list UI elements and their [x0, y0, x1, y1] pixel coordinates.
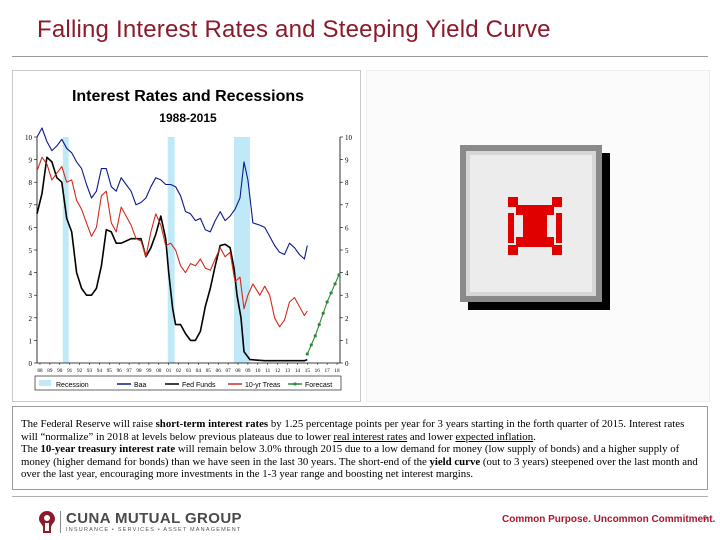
- y-tick-label-right: 8: [345, 179, 349, 187]
- x-tick-label: 13: [285, 368, 291, 374]
- forecast-point: [309, 343, 313, 347]
- chart-frame: Interest Rates and Recessions 1988-2015 …: [12, 70, 361, 402]
- legend-swatch-recession: [39, 380, 51, 386]
- x-tick-label: 92: [77, 368, 83, 374]
- y-tick-label-right: 4: [345, 270, 349, 278]
- series-line-10-yr-treas: [36, 156, 308, 328]
- legend-label: Recession: [56, 382, 89, 389]
- page-number: 6: [703, 515, 707, 522]
- x-tick-label: 14: [295, 368, 301, 374]
- commentary-paragraph-2: The 10-year treasury interest rate will …: [21, 443, 698, 481]
- y-tick-label: 5: [29, 247, 33, 255]
- x-tick-label: 16: [315, 368, 321, 374]
- x-tick-label: 09: [245, 368, 251, 374]
- forecast-point: [333, 282, 337, 286]
- y-tick-label-right: 5: [345, 247, 349, 255]
- y-tick-label-right: 7: [345, 202, 349, 210]
- y-tick-label: 4: [29, 270, 33, 278]
- x-tick-label: 95: [107, 368, 113, 374]
- logo-divider: [60, 511, 61, 533]
- series-line-fed-funds: [36, 156, 308, 362]
- y-tick-label-right: 9: [345, 157, 349, 165]
- y-tick-label: 6: [29, 224, 33, 232]
- commentary-paragraph-1: The Federal Reserve will raise short-ter…: [21, 418, 685, 443]
- x-tick-label: 15: [305, 368, 311, 374]
- legend-forecast-marker: [293, 382, 297, 386]
- y-tick-label-right: 10: [345, 134, 353, 142]
- y-tick-label: 10: [25, 134, 33, 142]
- x-tick-label: 99: [146, 368, 152, 374]
- forecast-point: [305, 352, 309, 356]
- recession-band: [167, 137, 175, 363]
- recession-band: [62, 137, 69, 363]
- forecast-point: [329, 291, 333, 295]
- y-tick-label-right: 3: [345, 292, 349, 300]
- x-tick-label: 11: [265, 368, 270, 374]
- company-subtitle: INSURANCE • SERVICES • ASSET MANAGEMENT: [66, 527, 242, 533]
- recession-bands: [62, 137, 250, 363]
- x-tick-label: 03: [186, 368, 192, 374]
- x-tick-label: 18: [334, 368, 340, 374]
- y-tick-label: 0: [29, 360, 33, 368]
- x-tick-label: 04: [196, 368, 202, 374]
- x-tick-label: 96: [117, 368, 123, 374]
- x-tick-label: 08: [235, 368, 241, 374]
- y-tick-label: 7: [29, 202, 33, 210]
- slide-title: Falling Interest Rates and Steeping Yiel…: [37, 16, 551, 43]
- y-tick-label-right: 2: [345, 315, 349, 323]
- legend-label: Forecast: [305, 382, 332, 389]
- x-tick-label: 89: [47, 368, 53, 374]
- x-tick-label: 12: [275, 368, 281, 374]
- forecast-point: [313, 334, 317, 338]
- chart-subtitle: 1988-2015: [159, 111, 217, 125]
- company-logo: CUNA MUTUAL GROUP INSURANCE • SERVICES •…: [36, 510, 266, 536]
- forecast-point: [317, 322, 321, 327]
- forecast-point: [321, 311, 325, 315]
- x-tick-label: 94: [97, 368, 103, 374]
- company-name: CUNA MUTUAL GROUP: [66, 510, 242, 527]
- logo-emblem-icon: [39, 511, 55, 533]
- chart-legend: Recession Baa Fed Funds 10-yr Treas Forecast: [34, 375, 342, 391]
- x-tick-label: 00: [156, 368, 162, 374]
- x-tick-label: 97: [126, 368, 132, 374]
- company-tagline: Common Purpose. Uncommon Commitment.: [502, 514, 716, 525]
- forecast-point: [325, 300, 329, 304]
- x-tick-label: 90: [57, 368, 63, 374]
- recession-band: [234, 137, 250, 363]
- y-tick-label: 1: [29, 337, 33, 345]
- chart-title: Interest Rates and Recessions: [72, 88, 304, 105]
- x-tick-label: 88: [37, 368, 43, 374]
- x-tick-label: 91: [67, 368, 73, 374]
- footer-divider: [12, 496, 708, 497]
- x-tick-label: 01: [166, 368, 172, 374]
- y-tick-label: 9: [29, 157, 33, 165]
- legend-label: 10-yr Treas: [245, 382, 281, 389]
- x-tick-label: 93: [87, 368, 93, 374]
- x-tick-label: 02: [176, 368, 182, 374]
- chart-series: [36, 127, 341, 362]
- x-tick-label: 10: [255, 368, 261, 374]
- x-tick-label: 98: [136, 368, 142, 374]
- y-tick-label-right: 6: [345, 224, 349, 232]
- y-tick-label: 3: [29, 292, 33, 300]
- broken-image-icon: [460, 145, 610, 310]
- interest-rate-chart: Interest Rates and Recessions 1988-2015 …: [25, 88, 353, 391]
- legend-label: Fed Funds: [182, 382, 216, 389]
- x-tick-label: 17: [325, 368, 331, 374]
- series-line-baa: [36, 127, 308, 260]
- x-tick-label: 07: [226, 368, 232, 374]
- y-tick-label-right: 1: [345, 337, 349, 345]
- y-tick-label: 8: [29, 179, 33, 187]
- legend-label: Baa: [134, 382, 147, 389]
- title-divider: [12, 56, 708, 57]
- y-tick-label-right: 0: [345, 360, 349, 368]
- x-tick-label: 05: [206, 368, 212, 374]
- commentary-text-box: The Federal Reserve will raise short-ter…: [12, 406, 708, 490]
- x-tick-label: 06: [216, 368, 222, 374]
- y-tick-label: 2: [29, 315, 33, 323]
- forecast-point: [337, 273, 341, 277]
- legend-box: [34, 375, 342, 391]
